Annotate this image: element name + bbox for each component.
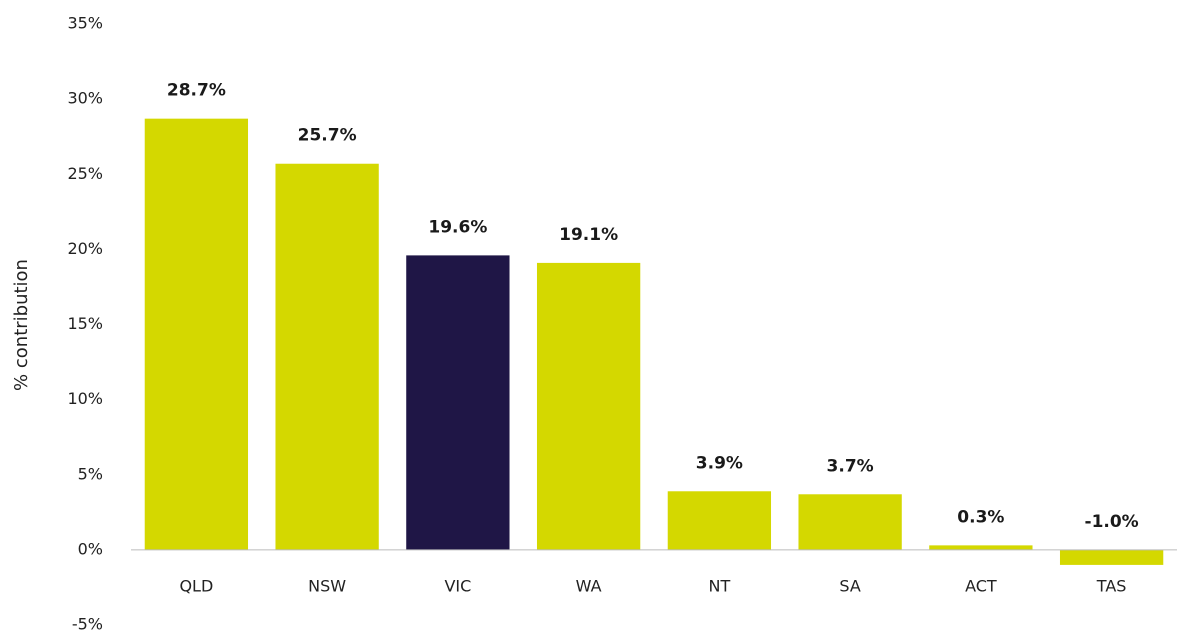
y-axis-title: % contribution [11, 259, 32, 391]
bar [275, 163, 379, 550]
y-tick-label: -5% [72, 615, 103, 634]
bar [144, 118, 249, 550]
y-tick-label: 15% [67, 314, 103, 333]
x-tick-label: ACT [965, 577, 997, 596]
x-tick-label: TAS [1096, 577, 1127, 596]
y-tick-label: 35% [67, 14, 103, 33]
x-tick-label: QLD [179, 577, 213, 596]
x-tick-label: WA [576, 577, 602, 596]
bar [536, 262, 641, 550]
y-tick-label: 20% [67, 239, 103, 258]
x-tick-label: VIC [444, 577, 471, 596]
x-tick-label: NT [709, 577, 731, 596]
y-tick-label: 30% [67, 89, 103, 108]
x-tick-label: SA [839, 577, 860, 596]
y-tick-label: 25% [67, 164, 103, 183]
value-label: 19.6% [428, 217, 487, 237]
value-label: 28.7% [167, 81, 226, 101]
bar [667, 491, 772, 550]
y-tick-label: 0% [78, 539, 103, 558]
x-tick-label: NSW [308, 577, 346, 596]
value-label: 25.7% [298, 126, 357, 146]
value-label: 3.9% [696, 453, 743, 473]
value-label: 0.3% [957, 507, 1004, 527]
y-tick-label: 5% [78, 464, 103, 483]
value-label: -1.0% [1085, 512, 1139, 532]
value-label: 3.7% [827, 456, 874, 476]
y-tick-label: 10% [67, 389, 103, 408]
bar [406, 255, 510, 550]
bar [929, 545, 1033, 550]
value-label: 19.1% [559, 225, 618, 245]
bar [1059, 549, 1164, 565]
bar [798, 494, 902, 550]
